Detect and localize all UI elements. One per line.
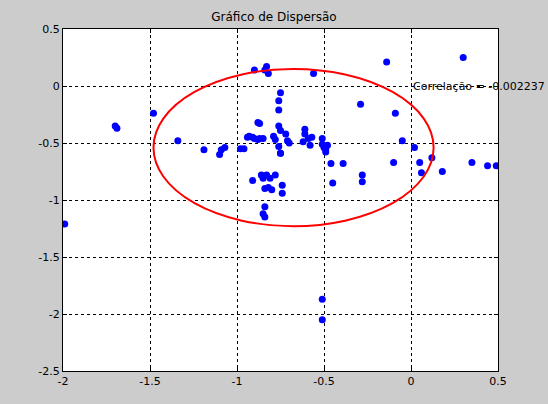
svg-text:-1: -1 bbox=[49, 194, 60, 207]
svg-text:-1.5: -1.5 bbox=[38, 251, 59, 264]
svg-text:-1.5: -1.5 bbox=[139, 375, 160, 388]
svg-text:Correlação = -0.002237: Correlação = -0.002237 bbox=[413, 80, 545, 93]
svg-text:-1: -1 bbox=[232, 375, 243, 388]
svg-text:0.5: 0.5 bbox=[489, 375, 507, 388]
svg-text:0.5: 0.5 bbox=[42, 23, 60, 36]
svg-text:0: 0 bbox=[53, 80, 60, 93]
svg-text:-2: -2 bbox=[58, 375, 69, 388]
svg-text:-0.5: -0.5 bbox=[313, 375, 334, 388]
svg-text:-0.5: -0.5 bbox=[38, 137, 59, 150]
svg-text:-2.5: -2.5 bbox=[38, 365, 59, 378]
svg-text:Gráfico de Dispersão: Gráfico de Dispersão bbox=[211, 10, 336, 24]
svg-text:0: 0 bbox=[408, 375, 415, 388]
svg-text:-2: -2 bbox=[49, 308, 60, 321]
